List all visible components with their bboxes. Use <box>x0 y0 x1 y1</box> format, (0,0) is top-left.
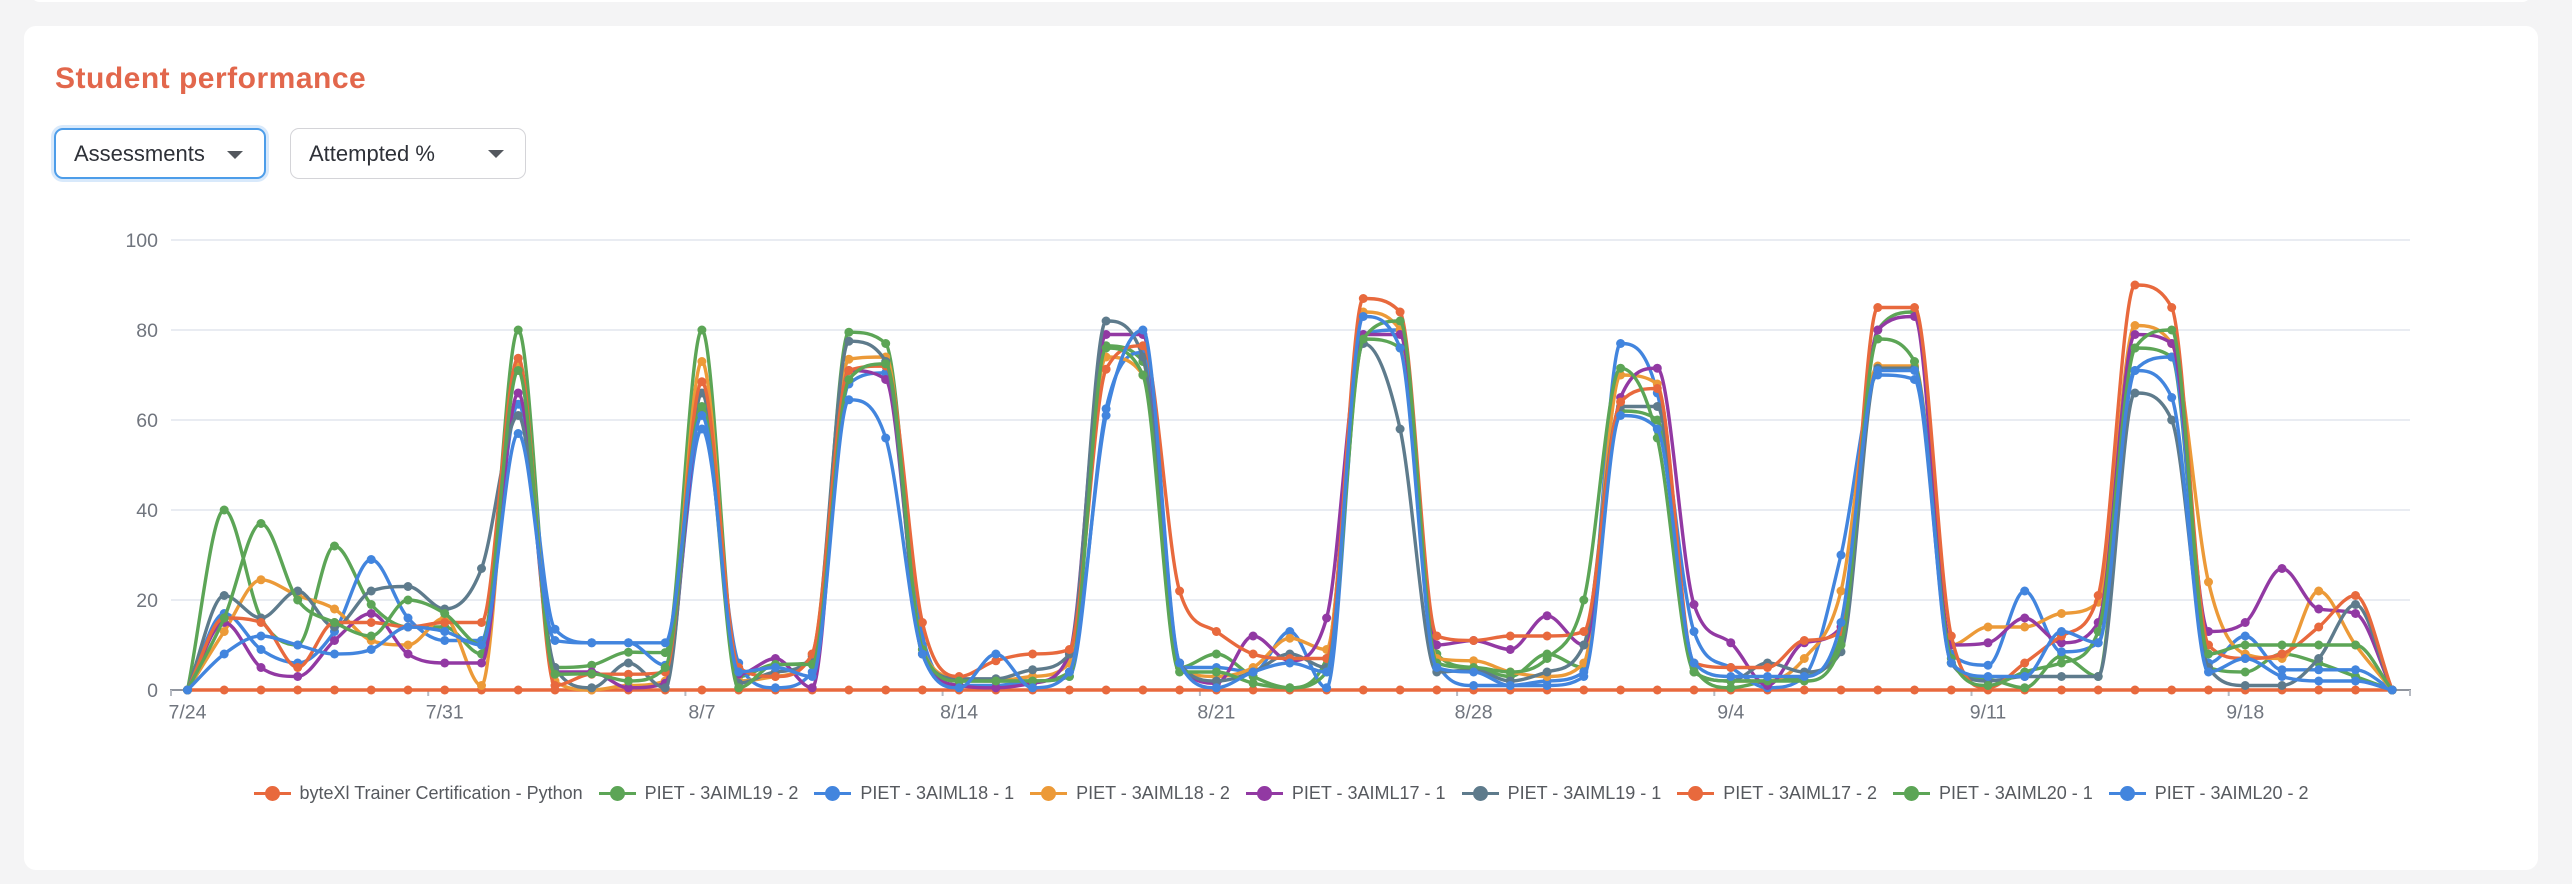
svg-text:9/4: 9/4 <box>1717 702 1744 724</box>
svg-text:9/11: 9/11 <box>1970 702 2007 724</box>
svg-text:40: 40 <box>136 500 158 522</box>
svg-text:20: 20 <box>136 590 158 612</box>
svg-text:9/18: 9/18 <box>2226 702 2264 724</box>
svg-text:7/24: 7/24 <box>169 702 207 724</box>
svg-text:0: 0 <box>147 680 158 702</box>
svg-text:7/31: 7/31 <box>426 702 464 724</box>
svg-text:8/7: 8/7 <box>688 702 715 724</box>
svg-text:80: 80 <box>136 320 158 342</box>
svg-text:60: 60 <box>136 410 158 432</box>
svg-text:8/28: 8/28 <box>1455 702 1493 724</box>
svg-text:8/14: 8/14 <box>940 702 978 724</box>
svg-text:100: 100 <box>125 230 158 252</box>
svg-text:8/21: 8/21 <box>1197 702 1235 724</box>
